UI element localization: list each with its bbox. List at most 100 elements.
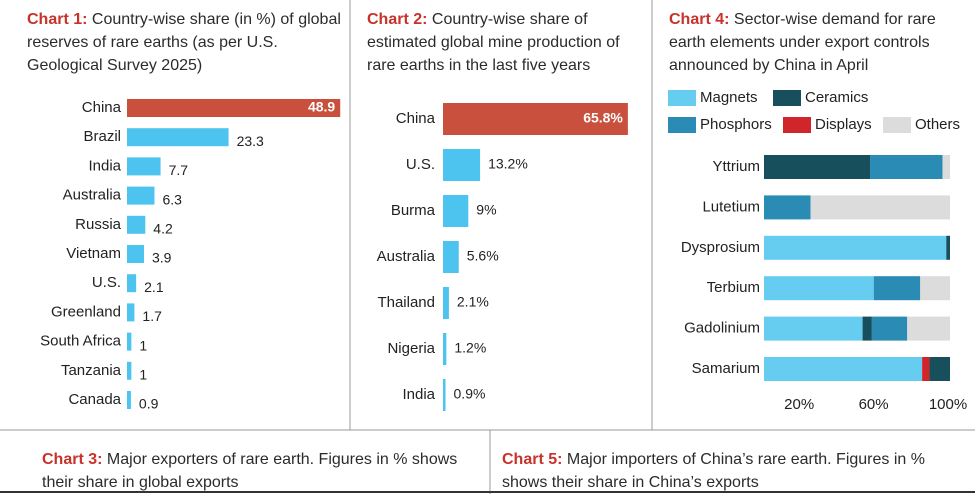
category-label: Australia — [63, 187, 122, 204]
title-prefix: Chart 4: — [669, 11, 730, 28]
value-label: 1 — [139, 337, 147, 353]
title-text: Country-wise share (in %) of global rese… — [27, 11, 341, 74]
bar-segment — [862, 316, 872, 341]
category-label: U.S. — [92, 274, 121, 291]
category-label: Greenland — [51, 303, 121, 320]
bar-segment — [764, 357, 923, 381]
legend-label: Displays — [815, 116, 872, 133]
value-label: 5.6% — [467, 248, 499, 264]
bar-segment — [871, 316, 908, 341]
bar — [443, 195, 469, 227]
bar — [443, 287, 449, 319]
legend-label: Others — [915, 116, 960, 133]
legend-swatch — [883, 117, 911, 133]
value-label: 6.3 — [162, 191, 182, 207]
bar-segment — [946, 235, 950, 260]
category-label: Brazil — [83, 128, 121, 145]
category-label: China — [396, 110, 436, 127]
title-text: Major exporters of rare earth. Figures i… — [42, 451, 458, 491]
bar — [127, 128, 229, 147]
category-label: Thailand — [377, 294, 435, 311]
legend-label: Phosphors — [700, 116, 772, 133]
bar — [443, 241, 459, 273]
bar — [127, 361, 132, 380]
chart-title: Chart 2: Country-wise share of estimated… — [367, 8, 637, 77]
legend-swatch — [668, 90, 696, 106]
chart-title: Chart 5: Major importers of China’s rare… — [502, 448, 962, 494]
bar — [127, 215, 146, 234]
bar-segment — [764, 195, 811, 220]
value-label: 1.7 — [142, 308, 162, 324]
bar-segment — [929, 357, 950, 381]
category-label: Samarium — [692, 360, 760, 377]
value-label: 65.8% — [583, 110, 623, 126]
bar-segment — [764, 276, 874, 301]
category-label: India — [88, 157, 121, 174]
bar-segment — [764, 316, 863, 341]
category-label: Canada — [68, 391, 121, 408]
bar — [127, 99, 341, 117]
bar-segment — [922, 357, 930, 381]
bar — [127, 332, 132, 351]
category-label: Australia — [377, 248, 436, 265]
value-label: 1 — [139, 367, 147, 383]
bar-segment — [907, 316, 950, 341]
value-label: 1.2% — [454, 340, 486, 356]
legend-swatch — [783, 117, 811, 133]
value-label: 4.2 — [153, 221, 173, 237]
bar-segment — [870, 155, 943, 179]
bar — [127, 391, 131, 409]
category-label: Burma — [391, 202, 436, 219]
title-text: Country-wise share of estimated global m… — [367, 11, 620, 74]
category-label: South Africa — [40, 333, 122, 350]
bar — [443, 103, 628, 135]
title-prefix: Chart 5: — [502, 451, 563, 468]
x-tick-label: 100% — [929, 396, 967, 413]
legend-label: Magnets — [700, 89, 758, 106]
bar — [127, 157, 161, 176]
title-text: Major importers of China’s rare earth. F… — [502, 451, 925, 491]
value-label: 7.7 — [169, 162, 189, 178]
bar — [443, 333, 447, 365]
bar — [443, 149, 481, 181]
category-label: Vietnam — [66, 245, 121, 262]
value-label: 23.3 — [237, 133, 264, 149]
category-label: Tanzania — [61, 362, 122, 379]
category-label: Dysprosium — [681, 239, 760, 256]
value-label: 9% — [476, 202, 496, 218]
bar — [127, 186, 155, 205]
category-label: Lutetium — [702, 198, 760, 215]
legend-swatch — [668, 117, 696, 133]
bar-segment — [873, 276, 921, 301]
category-label: Nigeria — [387, 340, 435, 357]
title-text: Sector-wise demand for rare earth elemen… — [669, 11, 936, 74]
bar-segment — [764, 155, 871, 179]
bar-segment — [942, 155, 950, 179]
category-label: India — [402, 386, 435, 403]
chart-title: Chart 1: Country-wise share (in %) of gl… — [27, 8, 347, 77]
x-tick-label: 20% — [784, 396, 814, 413]
value-label: 2.1% — [457, 294, 489, 310]
value-label: 0.9% — [454, 386, 486, 402]
title-prefix: Chart 3: — [42, 451, 103, 468]
value-label: 3.9 — [152, 250, 172, 266]
x-tick-label: 60% — [859, 396, 889, 413]
bar-segment — [920, 276, 950, 301]
bar — [127, 303, 135, 322]
category-label: U.S. — [406, 156, 435, 173]
bar — [127, 274, 137, 293]
chart-title: Chart 3: Major exporters of rare earth. … — [42, 448, 462, 494]
category-label: Yttrium — [712, 158, 760, 175]
value-label: 48.9 — [308, 99, 335, 115]
legend-swatch — [773, 90, 801, 106]
bar — [127, 245, 145, 263]
chart-title: Chart 4: Sector-wise demand for rare ear… — [669, 8, 969, 77]
title-prefix: Chart 1: — [27, 11, 88, 28]
value-label: 0.9 — [139, 396, 159, 412]
category-label: China — [82, 99, 122, 116]
value-label: 13.2% — [488, 156, 528, 172]
value-label: 2.1 — [144, 279, 164, 295]
bar-segment — [810, 195, 950, 220]
